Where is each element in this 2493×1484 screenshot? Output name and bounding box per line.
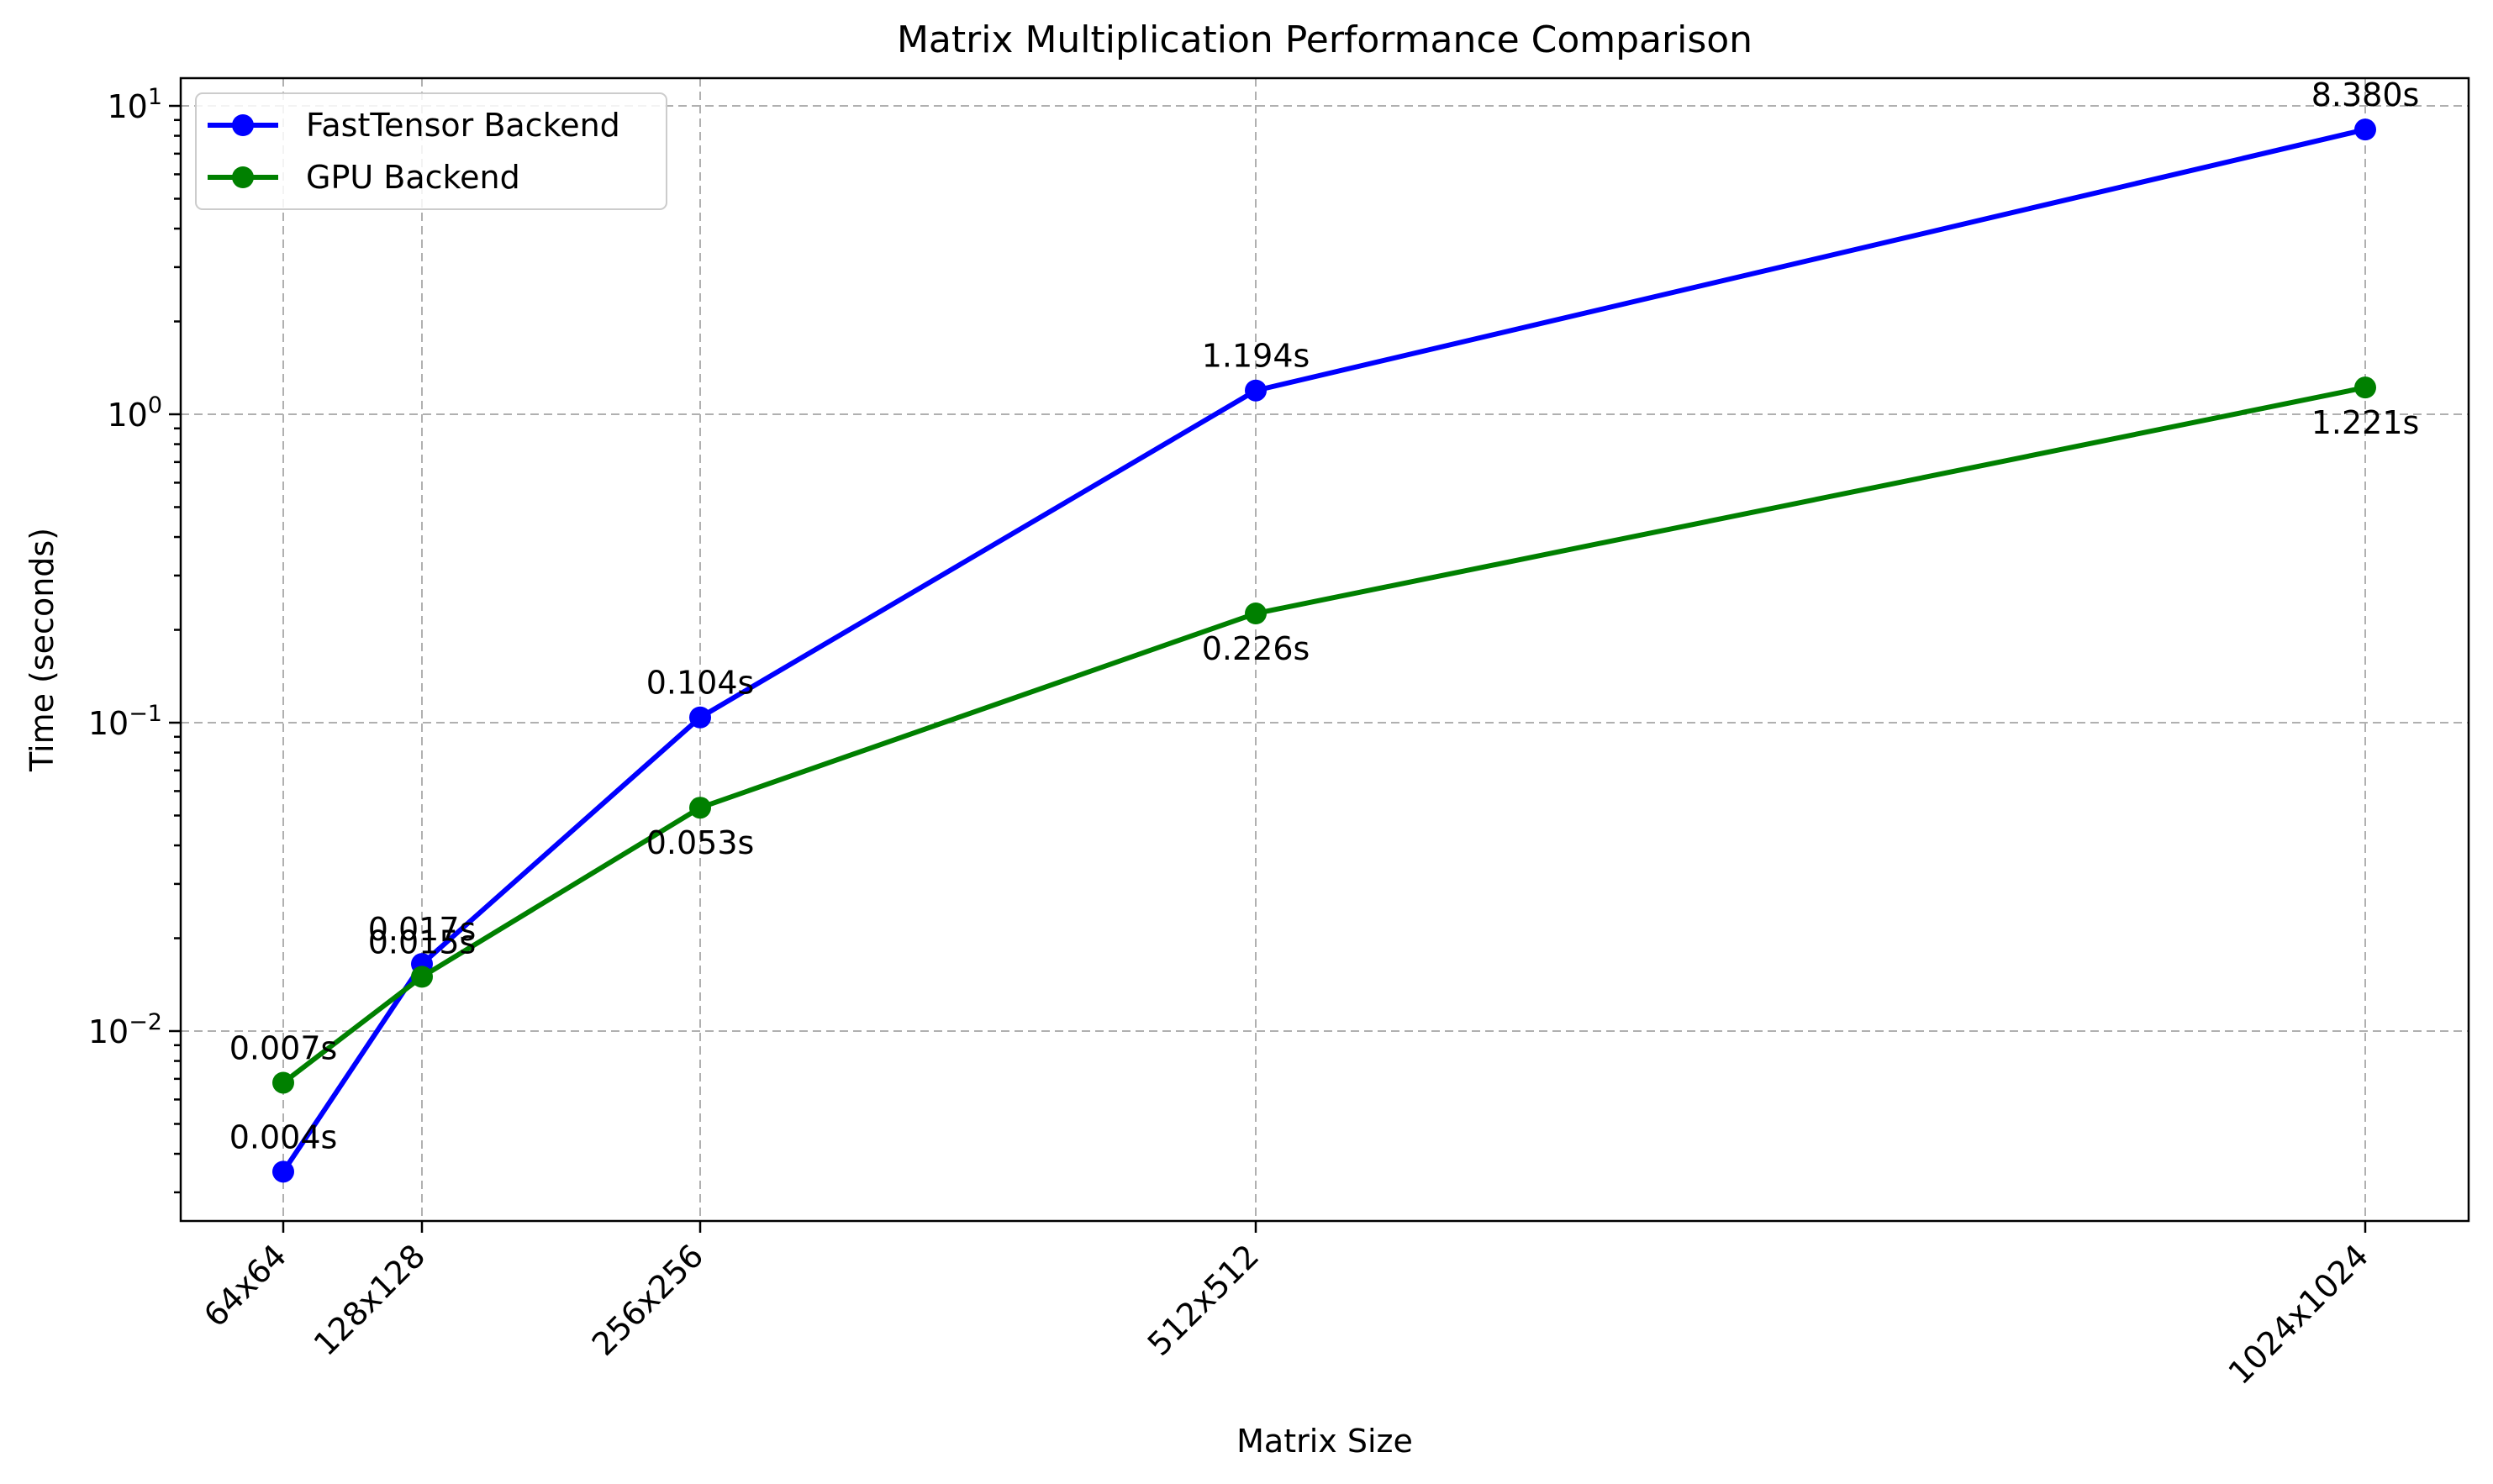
data-label-fasttensor: 1.194s bbox=[1202, 338, 1310, 375]
y-axis-label: Time (seconds) bbox=[24, 528, 61, 772]
data-label-gpu: 0.007s bbox=[229, 1029, 338, 1066]
x-tick-label: 256x256 bbox=[585, 1237, 711, 1363]
data-label-gpu: 0.015s bbox=[368, 924, 477, 960]
data-point-fasttensor bbox=[272, 1160, 294, 1183]
plot-frame bbox=[179, 76, 2470, 1223]
axis-ticks: 64x64 128x128 256x256 512x512 1024x1024 10−2 1… bbox=[88, 84, 2376, 1392]
data-label-fasttensor: 0.017s bbox=[368, 911, 477, 948]
series-line-fasttensor bbox=[281, 127, 2366, 1173]
legend-marker-fasttensor bbox=[232, 114, 254, 136]
data-point-gpu bbox=[272, 1071, 294, 1094]
legend-label-gpu: GPU Backend bbox=[306, 159, 520, 196]
data-label-fasttensor: 8.380s bbox=[2311, 76, 2420, 113]
x-tick-label: 1024x1024 bbox=[2222, 1237, 2376, 1392]
legend-marker-gpu bbox=[232, 166, 254, 188]
data-label-fasttensor: 0.104s bbox=[646, 665, 755, 702]
data-label-gpu: 0.053s bbox=[646, 824, 755, 861]
series-layer bbox=[272, 118, 2376, 1183]
y-tick-label: 101 bbox=[107, 84, 162, 125]
y-tick-label: 10−1 bbox=[88, 701, 162, 742]
data-point-gpu bbox=[411, 966, 433, 988]
series-line-gpu bbox=[282, 385, 2366, 1085]
grid-layer bbox=[181, 78, 2469, 1221]
x-tick-label: 512x512 bbox=[1141, 1237, 1267, 1363]
data-label-gpu: 0.226s bbox=[1202, 630, 1310, 667]
data-point-gpu bbox=[2354, 376, 2376, 399]
data-point-fasttensor bbox=[689, 706, 711, 729]
data-label-gpu: 1.221s bbox=[2311, 404, 2420, 441]
data-labels: 0.004s 0.017s 0.104s 1.194s 8.380s 0.007s 0.01… bbox=[229, 76, 2420, 1155]
legend-label-fasttensor: FastTensor Backend bbox=[306, 107, 620, 144]
x-axis-label: Matrix Size bbox=[1236, 1423, 1413, 1460]
chart-title: Matrix Multiplication Performance Compar… bbox=[897, 18, 1752, 61]
data-point-gpu bbox=[689, 797, 711, 819]
data-label-fasttensor: 0.004s bbox=[229, 1118, 338, 1155]
legend-box bbox=[195, 92, 667, 210]
data-point-fasttensor bbox=[2354, 118, 2376, 141]
y-tick-label: 100 bbox=[107, 392, 162, 434]
x-tick-label: 128x128 bbox=[307, 1237, 433, 1363]
legend: FastTensor Backend GPU Backend bbox=[195, 92, 667, 210]
data-point-fasttensor bbox=[1245, 379, 1267, 402]
data-point-gpu bbox=[1245, 603, 1267, 625]
y-tick-label: 10−2 bbox=[88, 1009, 162, 1050]
x-tick-label: 64x64 bbox=[197, 1237, 293, 1334]
